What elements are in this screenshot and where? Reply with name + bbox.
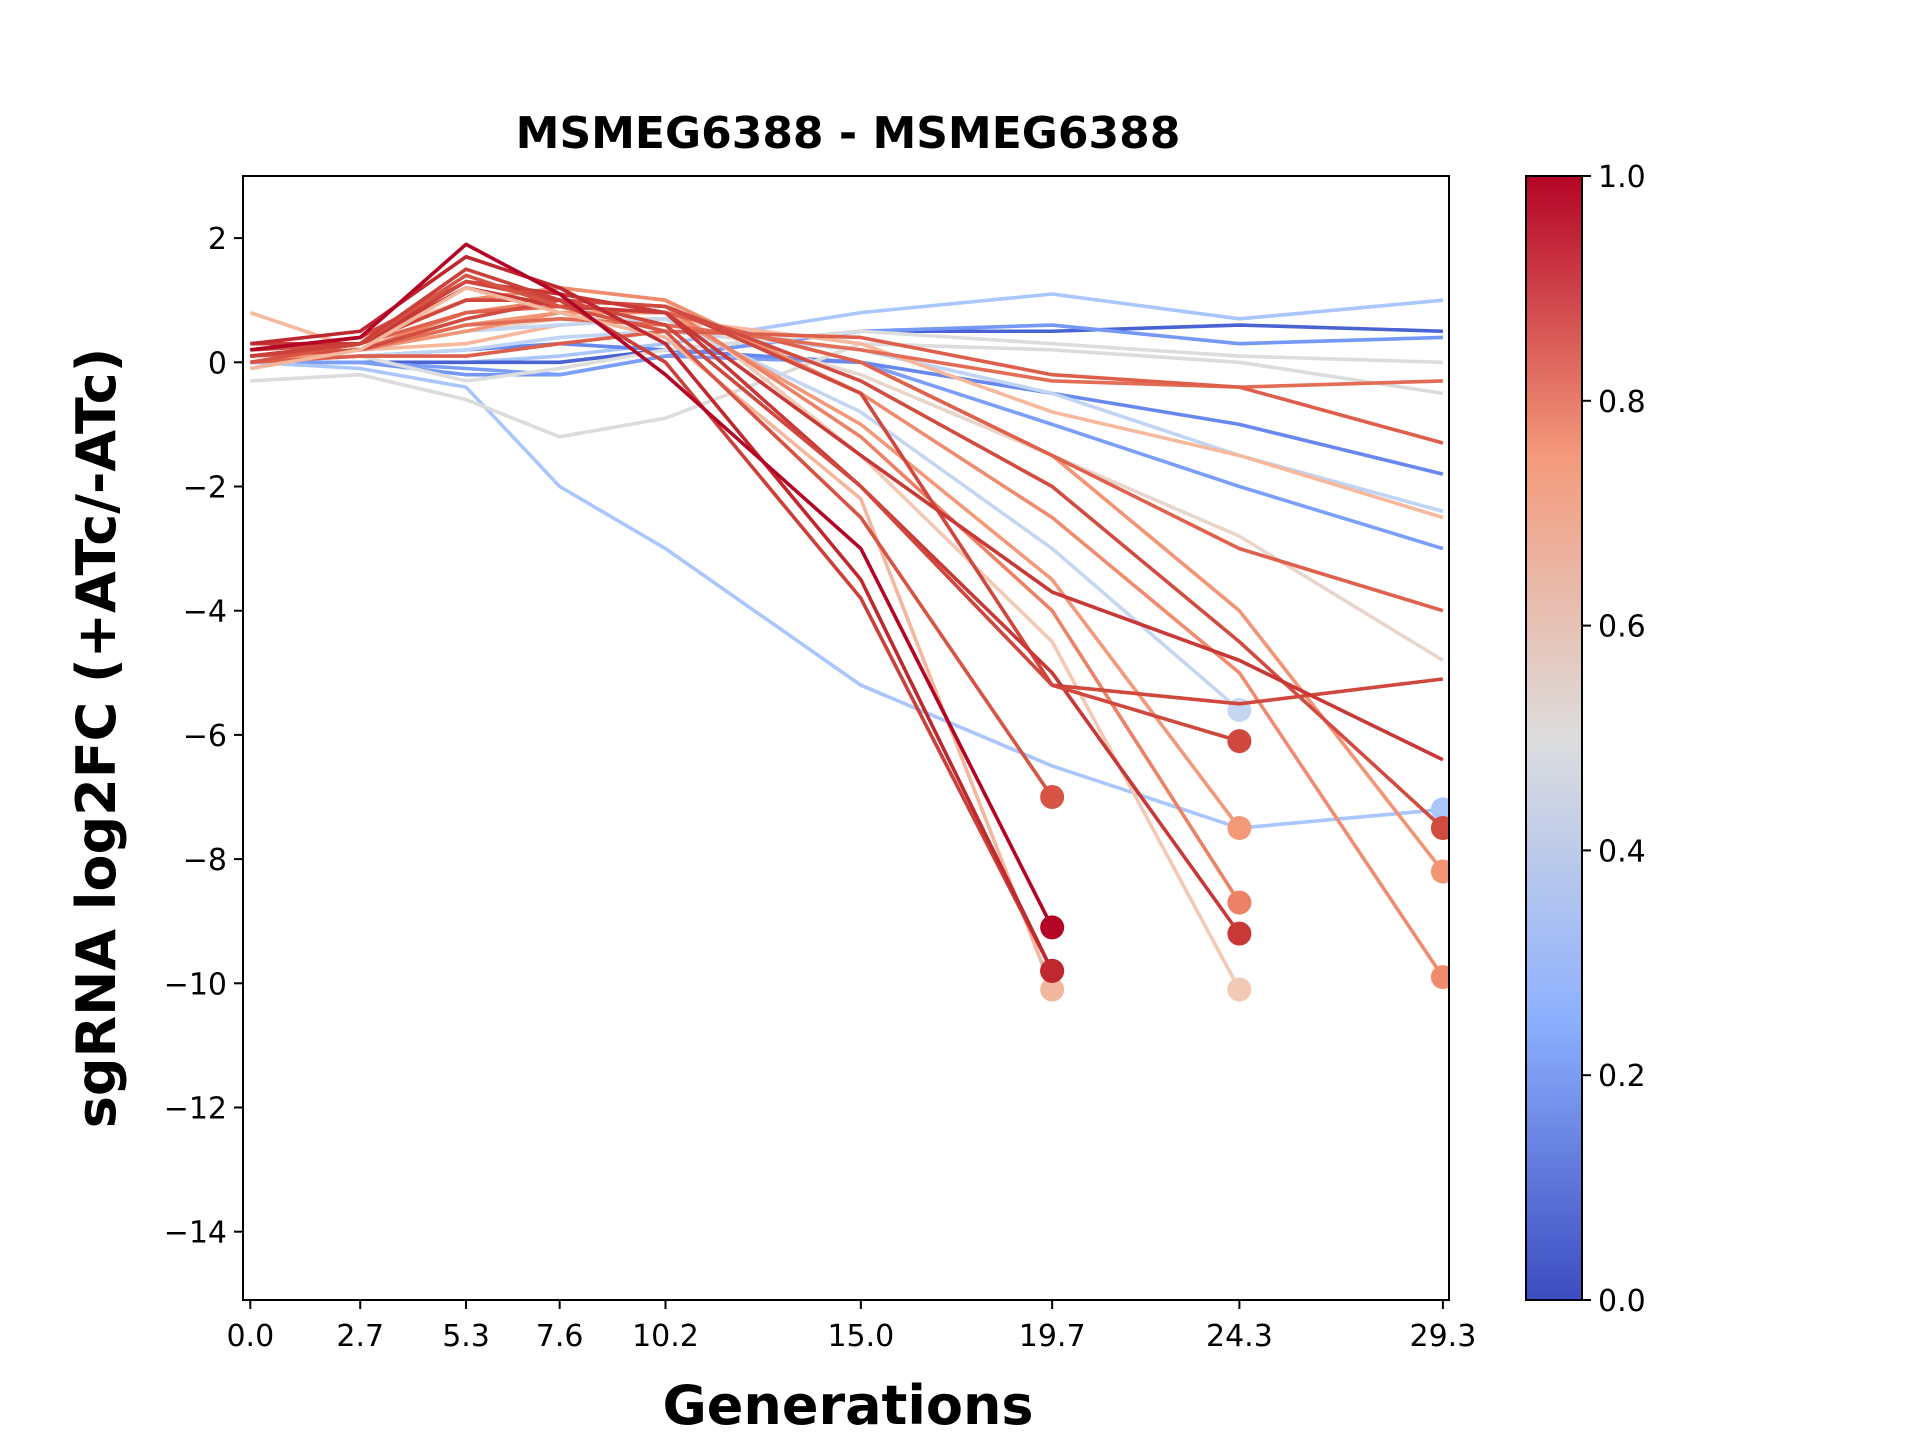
end-marker bbox=[1227, 816, 1252, 841]
y-tick-label: −8 bbox=[183, 843, 227, 878]
x-tick-label: 10.2 bbox=[632, 1319, 699, 1354]
end-marker bbox=[1040, 784, 1065, 809]
plot-frame bbox=[242, 175, 1450, 1301]
colorbar-tick-label: 0.6 bbox=[1598, 610, 1646, 645]
y-tick-label: −4 bbox=[183, 595, 227, 630]
series-line bbox=[250, 285, 1241, 991]
x-tick-label: 19.7 bbox=[1019, 1319, 1086, 1354]
y-tick-label: 0 bbox=[208, 346, 227, 381]
x-tick-label: 29.3 bbox=[1409, 1319, 1476, 1354]
series-line bbox=[250, 279, 1240, 743]
y-tick-label: −14 bbox=[164, 1216, 227, 1251]
plot-area bbox=[249, 242, 1449, 1002]
colorbar-tick-label: 0.4 bbox=[1598, 834, 1646, 869]
y-tick-label: −10 bbox=[164, 967, 227, 1002]
colorbar-tick-label: 1.0 bbox=[1598, 160, 1646, 195]
end-marker bbox=[1227, 977, 1252, 1002]
x-tick-label: 7.6 bbox=[536, 1319, 584, 1354]
end-marker bbox=[1430, 965, 1449, 990]
end-marker bbox=[1040, 977, 1065, 1002]
end-marker bbox=[1430, 816, 1449, 841]
y-tick-label: −6 bbox=[183, 719, 227, 754]
end-marker bbox=[1227, 921, 1252, 946]
x-tick-label: 0.0 bbox=[226, 1319, 274, 1354]
series-line bbox=[250, 242, 1054, 929]
x-tick-label: 5.3 bbox=[442, 1319, 490, 1354]
x-tick-label: 24.3 bbox=[1206, 1319, 1273, 1354]
colorbar-tick-label: 0.0 bbox=[1598, 1284, 1646, 1319]
series-line bbox=[250, 310, 1445, 873]
end-marker bbox=[1227, 729, 1252, 754]
x-tick-label: 15.0 bbox=[827, 1319, 894, 1354]
x-axis-label: Generations bbox=[662, 1374, 1033, 1437]
colorbar-tick-label: 0.2 bbox=[1598, 1059, 1646, 1094]
series-line bbox=[250, 254, 1054, 972]
end-marker bbox=[1430, 797, 1449, 822]
chart-title: MSMEG6388 - MSMEG6388 bbox=[516, 108, 1181, 159]
end-marker bbox=[1430, 859, 1449, 884]
colorbar bbox=[1525, 175, 1583, 1301]
series-line bbox=[250, 329, 1443, 383]
end-marker bbox=[1040, 915, 1065, 940]
y-tick-label: 2 bbox=[208, 222, 227, 257]
series-line bbox=[250, 267, 1054, 972]
end-marker bbox=[1040, 958, 1065, 983]
series-line bbox=[250, 341, 1444, 439]
y-axis-label: sgRNA log2FC (+ATc/-ATc) bbox=[65, 348, 128, 1129]
series-line bbox=[250, 298, 1445, 830]
end-marker bbox=[1227, 890, 1252, 915]
colorbar-tick-label: 0.8 bbox=[1598, 385, 1646, 420]
x-tick-label: 2.7 bbox=[336, 1319, 384, 1354]
y-tick-label: −12 bbox=[164, 1091, 227, 1126]
series-line bbox=[250, 285, 1054, 991]
y-tick-label: −2 bbox=[183, 470, 227, 505]
